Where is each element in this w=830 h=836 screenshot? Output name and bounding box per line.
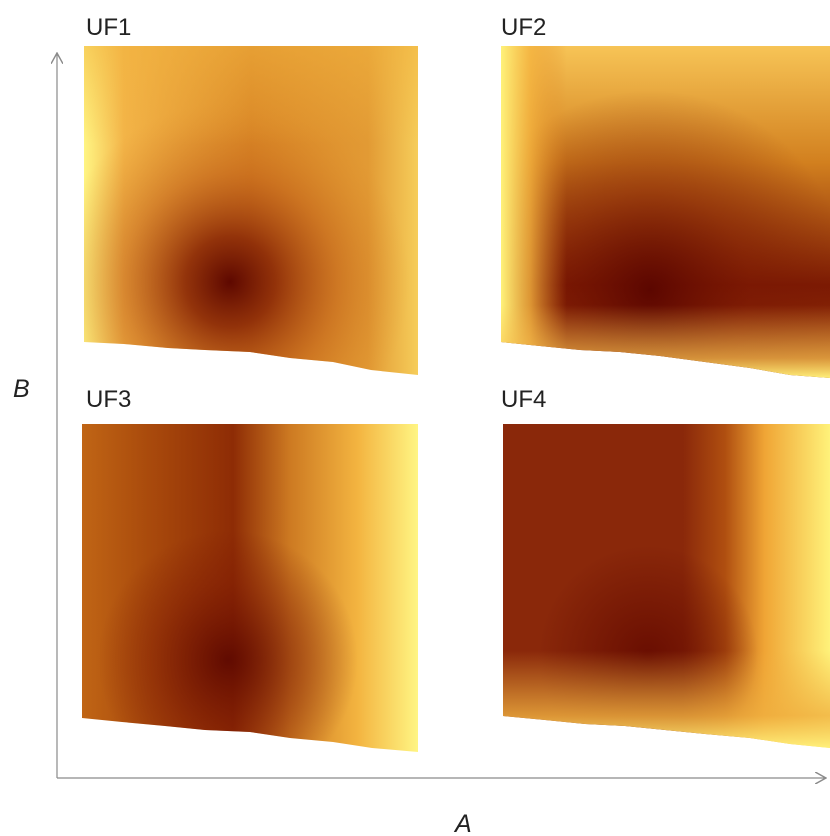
x-axis-label: A (453, 810, 472, 836)
panel-uf2: UF2 (501, 14, 830, 378)
uf4-bottom-shading (503, 424, 830, 748)
uf1-top-shading (84, 46, 418, 375)
panel-uf1: UF1 (84, 14, 418, 375)
uf4-title: UF4 (501, 386, 546, 413)
uf2-bottom-shading (501, 46, 830, 378)
uf1-title: UF1 (86, 14, 131, 41)
y-axis-label: B (13, 375, 30, 403)
panel-uf3: UF3 (82, 386, 418, 752)
uf2-title: UF2 (501, 14, 546, 41)
panel-uf4: UF4 (501, 386, 830, 748)
uf3-core-shading (82, 424, 418, 752)
uf3-title: UF3 (86, 386, 131, 413)
